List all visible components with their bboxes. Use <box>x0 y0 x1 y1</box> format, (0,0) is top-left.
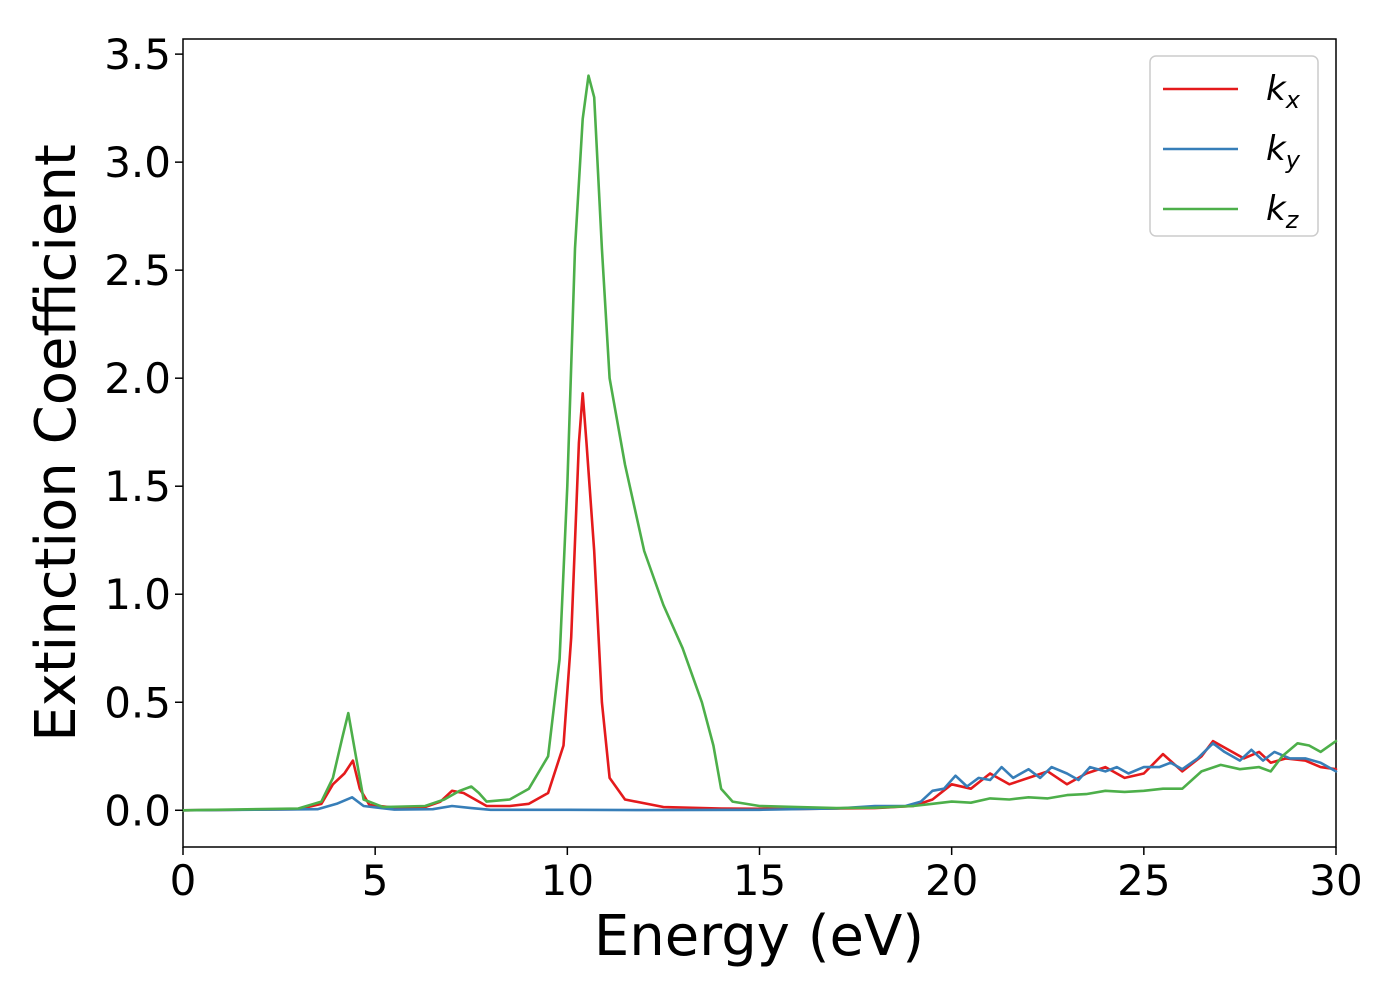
y-tick-label: 1.5 <box>104 462 171 511</box>
legend-label-k-x: kx <box>1266 69 1301 114</box>
x-axis-title: Energy (eV) <box>594 904 924 969</box>
legend-frame <box>1149 55 1319 237</box>
y-tick-label: 2.5 <box>104 246 171 295</box>
y-tick-label: 3.5 <box>104 30 171 79</box>
series-line-k-x <box>181 392 1338 812</box>
legend-label-subscript: y <box>1285 146 1301 174</box>
x-tick-label: 15 <box>733 856 786 905</box>
x-tick-label: 0 <box>170 856 197 905</box>
y-tick-label: 2.0 <box>104 354 171 403</box>
series-line-k-y <box>181 742 1338 812</box>
y-tick-label: 0.0 <box>104 786 171 835</box>
legend-label-subscript: z <box>1285 206 1300 234</box>
legend-label-main: k <box>1266 129 1287 169</box>
series-layer <box>181 74 1338 812</box>
x-axis: 0 5 10 15 20 25 30 <box>170 847 1363 905</box>
x-tick-label: 20 <box>925 856 978 905</box>
legend-label-k-y: ky <box>1266 129 1301 174</box>
legend-label-main: k <box>1266 189 1287 229</box>
x-tick-label: 30 <box>1309 856 1362 905</box>
legend-label-main: k <box>1266 69 1287 109</box>
y-axis: 0.0 0.5 1.0 1.5 2.0 2.5 3.0 3.5 <box>104 30 183 835</box>
series-line-k-z <box>181 74 1338 812</box>
y-tick-label: 1.0 <box>104 570 171 619</box>
legend-label-subscript: x <box>1285 86 1301 114</box>
x-tick-label: 25 <box>1117 856 1170 905</box>
legend-label-k-z: kz <box>1266 189 1300 234</box>
y-tick-label: 3.0 <box>104 138 171 187</box>
x-tick-label: 10 <box>541 856 594 905</box>
y-axis-title: Extinction Coefficient <box>24 144 89 742</box>
x-tick-label: 5 <box>362 856 389 905</box>
y-tick-label: 0.5 <box>104 678 171 727</box>
